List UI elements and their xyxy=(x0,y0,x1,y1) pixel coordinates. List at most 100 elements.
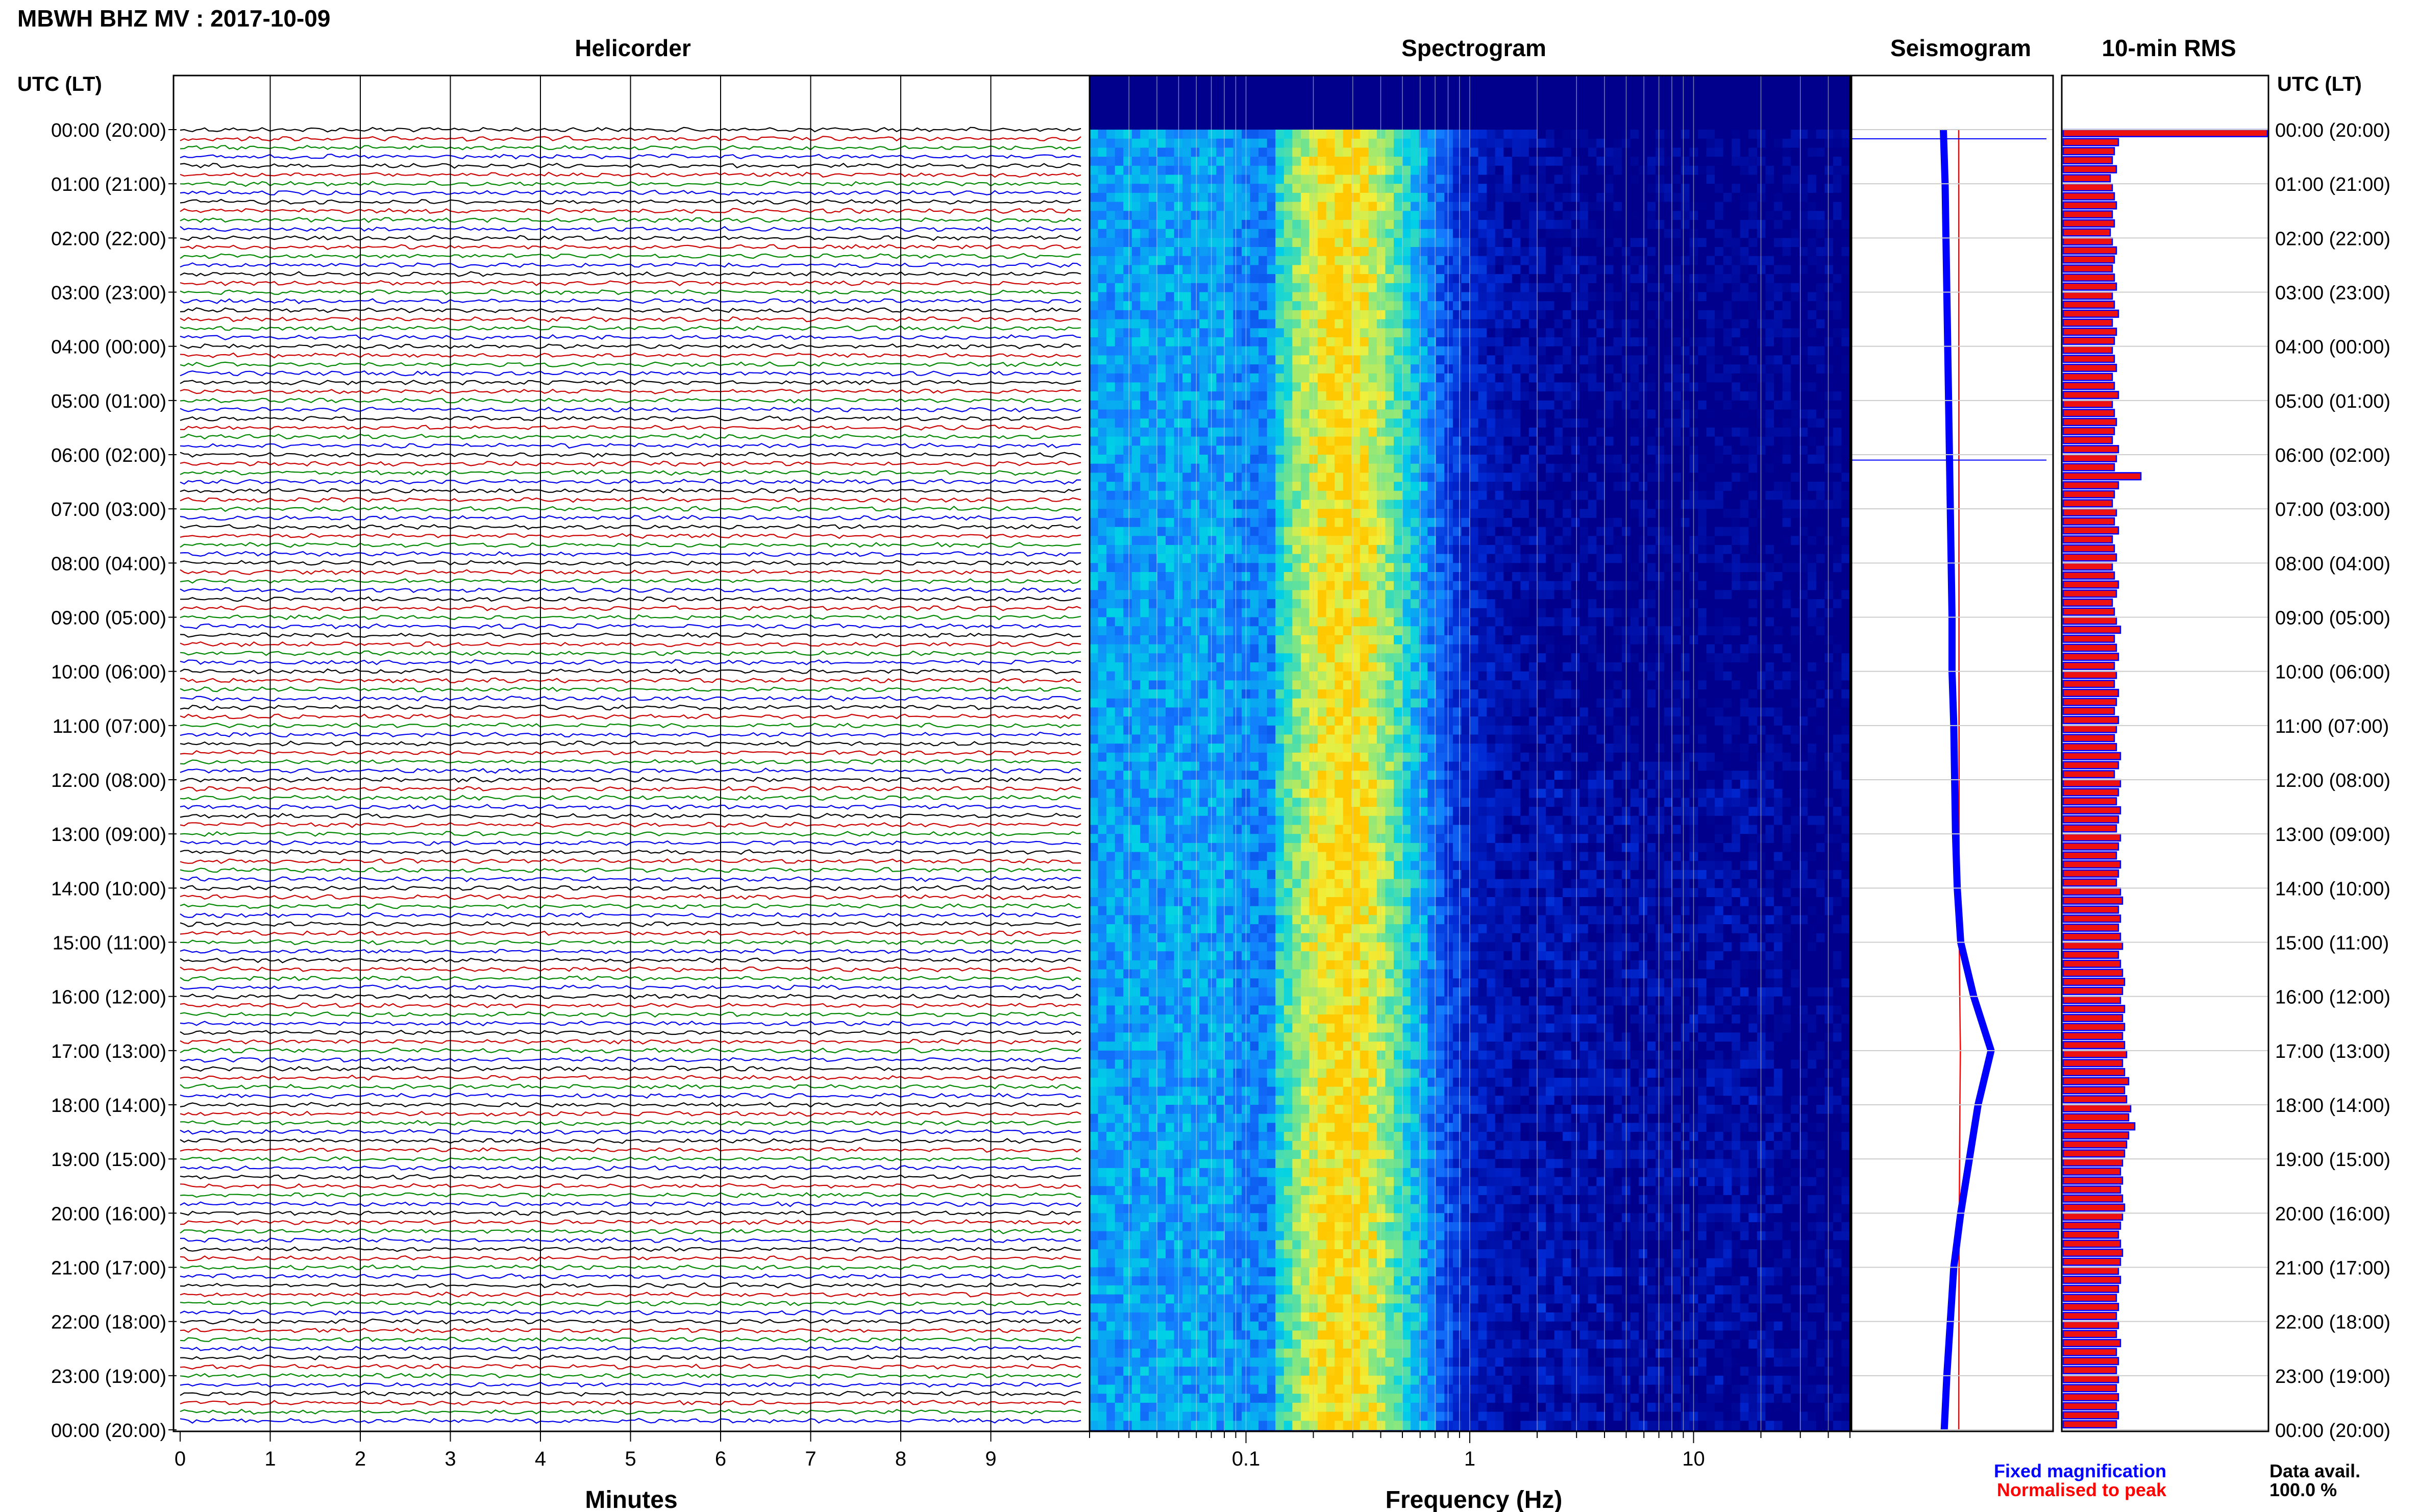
spectrogram-cell xyxy=(1292,364,1301,374)
spectrogram-cell xyxy=(1300,536,1310,546)
spectrogram-cell xyxy=(1292,572,1301,582)
spectrogram-cell xyxy=(1351,445,1361,455)
spectrogram-cell xyxy=(1376,211,1386,220)
spectrogram-cell xyxy=(1376,815,1386,826)
spectrogram-cell xyxy=(1326,1195,1335,1205)
spectrogram-cell xyxy=(1182,1348,1192,1358)
spectrogram-cell xyxy=(1343,292,1352,302)
spectrogram-cell xyxy=(1368,906,1377,915)
spectrogram-cell xyxy=(1368,418,1377,428)
spectrogram-cell xyxy=(1106,229,1116,238)
spectrogram-cell xyxy=(1258,590,1268,600)
spectrogram-cell xyxy=(1292,870,1301,880)
spectrogram-cell xyxy=(1157,1023,1166,1033)
spectrogram-cell xyxy=(1098,960,1107,970)
spectrogram-cell xyxy=(1140,364,1149,374)
spectrogram-cell xyxy=(1166,608,1175,618)
spectrogram-cell xyxy=(1115,1141,1124,1151)
spectrogram-cell xyxy=(1224,1195,1234,1205)
spectrogram-cell xyxy=(1224,391,1234,401)
spectrogram-cell xyxy=(1368,544,1377,555)
spectrogram-cell xyxy=(1216,689,1225,699)
spectrogram-cell xyxy=(1115,842,1124,853)
spectrogram-cell xyxy=(1326,247,1335,257)
spectrogram-cell xyxy=(1376,165,1386,176)
spectrogram-cell xyxy=(1182,879,1192,888)
spectrogram-cell xyxy=(1275,924,1285,934)
spectrogram-cell xyxy=(1283,924,1293,934)
spectrogram-cell xyxy=(1292,1394,1301,1403)
spectrogram-cell xyxy=(1376,969,1386,979)
spectrogram-cell xyxy=(1275,219,1285,230)
spectrogram-cell xyxy=(1166,292,1175,302)
spectrogram-cell xyxy=(1090,1105,1099,1114)
spectrogram-cell xyxy=(1292,1123,1301,1132)
spectrogram-cell xyxy=(1140,906,1149,915)
spectrogram-cell xyxy=(1140,473,1149,482)
spectrogram-cell xyxy=(1351,473,1361,482)
spectrogram-cell xyxy=(1343,509,1352,518)
spectrogram-cell xyxy=(1300,490,1310,501)
spectrogram-cell xyxy=(1216,1303,1225,1313)
spectrogram-cell xyxy=(1360,1069,1369,1078)
spectrogram-cell xyxy=(1090,761,1099,771)
spectrogram-cell xyxy=(1123,427,1132,437)
spectrogram-cell xyxy=(1216,165,1225,176)
spectrogram-cell xyxy=(1157,238,1166,247)
spectrogram-cell xyxy=(1090,942,1099,952)
spectrogram-cell xyxy=(1216,653,1225,663)
spectrogram-cell xyxy=(1250,915,1259,925)
spectrogram-cell xyxy=(1351,482,1361,491)
spectrogram-cell xyxy=(1216,283,1225,293)
spectrogram-cell xyxy=(1275,192,1285,203)
spectrogram-cell xyxy=(1191,617,1200,627)
spectrogram-cell xyxy=(1090,1394,1099,1403)
spectrogram-cell xyxy=(1368,1204,1377,1213)
spectrogram-cell xyxy=(1182,617,1192,627)
spectrogram-cell xyxy=(1368,1330,1377,1340)
spectrogram-cell xyxy=(1267,1159,1276,1169)
spectrogram-cell xyxy=(1115,815,1124,826)
spectrogram-cell xyxy=(1326,1032,1335,1042)
spectrogram-cell xyxy=(1106,852,1116,861)
spectrogram-cell xyxy=(1182,680,1192,690)
spectrogram-cell xyxy=(1207,780,1217,789)
spectrogram-cell xyxy=(1360,445,1369,455)
spectrogram-cell xyxy=(1283,951,1293,961)
spectrogram-cell xyxy=(1351,1249,1361,1259)
spectrogram-cell xyxy=(1191,1367,1200,1376)
spectrogram-cell xyxy=(1376,825,1386,834)
spectrogram-cell xyxy=(1123,879,1132,888)
spectrogram-cell xyxy=(1131,527,1141,536)
spectrogram-cell xyxy=(1275,1276,1285,1286)
spectrogram-cell xyxy=(1376,698,1386,708)
spectrogram-cell xyxy=(1258,1077,1268,1087)
spectrogram-cell xyxy=(1258,1258,1268,1268)
spectrogram-cell xyxy=(1300,130,1310,139)
spectrogram-cell xyxy=(1090,445,1099,455)
spectrogram-cell xyxy=(1098,1096,1107,1105)
spectrogram-cell xyxy=(1157,256,1166,265)
spectrogram-cell xyxy=(1283,599,1293,609)
spectrogram-cell xyxy=(1090,1222,1099,1232)
spectrogram-cell xyxy=(1090,1312,1099,1322)
spectrogram-cell xyxy=(1115,130,1124,139)
spectrogram-cell xyxy=(1157,653,1166,663)
spectrogram-cell xyxy=(1318,671,1327,681)
spectrogram-cell xyxy=(1368,590,1377,600)
spectrogram-cell xyxy=(1258,788,1268,798)
spectrogram-cell xyxy=(1360,942,1369,952)
spectrogram-cell xyxy=(1318,418,1327,428)
spectrogram-cell xyxy=(1191,554,1200,563)
spectrogram-cell xyxy=(1191,1150,1200,1159)
spectrogram-cell xyxy=(1283,482,1293,491)
spectrogram-cell xyxy=(1090,1042,1099,1051)
spectrogram-cell xyxy=(1360,707,1369,717)
spectrogram-cell xyxy=(1250,897,1259,907)
spectrogram-cell xyxy=(1123,1113,1132,1123)
spectrogram-cell xyxy=(1300,644,1310,654)
spectrogram-cell xyxy=(1131,879,1141,888)
spectrogram-cell xyxy=(1335,563,1344,573)
spectrogram-cell xyxy=(1140,1177,1149,1186)
spectrogram-cell xyxy=(1368,1240,1377,1250)
